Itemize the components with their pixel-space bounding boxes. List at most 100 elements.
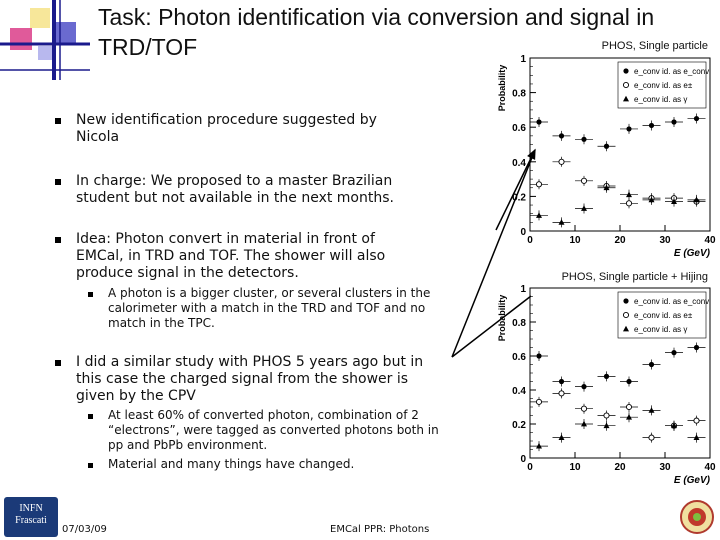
footer-date: 07/03/09	[62, 524, 107, 535]
y-tick-label: 0.4	[512, 158, 526, 169]
data-point	[671, 422, 677, 429]
bullet-marker	[55, 118, 61, 124]
data-point	[558, 158, 565, 165]
data-point	[693, 196, 700, 203]
logo-line2: Frascati	[15, 515, 47, 526]
sub-bullet-marker	[88, 292, 93, 297]
data-point	[536, 119, 542, 125]
data-point	[603, 412, 610, 419]
x-tick-label: 0	[527, 235, 533, 246]
arrow-line	[451, 149, 536, 358]
legend-box	[617, 291, 707, 339]
data-point	[580, 177, 588, 184]
bullet-4: I did a similar study with PHOS 5 years …	[76, 354, 424, 404]
sub-bullet-4-2: Material and many things have changed.	[108, 457, 355, 471]
x-tick-label: 0	[527, 462, 533, 473]
bullet-3: Idea: Photon convert in material in fron…	[76, 231, 386, 281]
data-point	[622, 81, 630, 89]
data-point	[558, 390, 565, 397]
infn-logo: INFN Frascati	[4, 497, 58, 537]
data-point	[671, 198, 677, 204]
data-point	[648, 407, 655, 413]
legend-entry: e_conv id. as e±	[634, 311, 693, 320]
data-point	[623, 298, 629, 304]
data-point	[626, 414, 632, 420]
bullet-marker	[55, 179, 61, 185]
data-point	[693, 434, 700, 440]
x-tick-label: 20	[614, 462, 626, 473]
legend-entry: e_conv id. as e±	[634, 81, 693, 90]
y-tick-label: 1	[520, 284, 526, 295]
data-point	[536, 212, 542, 218]
x-axis-label: E (GeV)	[674, 248, 711, 259]
data-point	[671, 350, 677, 356]
bullet-marker	[55, 360, 61, 366]
chart-1: 00.20.40.60.810 10 20 30 40E (GeV)Probabilit…	[497, 54, 716, 259]
data-point	[648, 122, 655, 129]
chart-1-title: PHOS, Single particle	[601, 40, 708, 52]
y-tick-label: 0	[520, 454, 526, 465]
data-point	[648, 196, 655, 203]
data-point	[623, 325, 629, 332]
legend-entry: e_conv id. as e_conv	[634, 297, 709, 306]
y-tick-label: 0.8	[512, 89, 526, 100]
data-point	[625, 200, 633, 207]
data-point	[535, 398, 543, 405]
data-point	[693, 344, 700, 351]
y-tick-label: 0.2	[512, 192, 526, 203]
sub-bullet-3-1: A photon is a bigger cluster, or several…	[108, 286, 431, 330]
arrow-to-chart-1	[495, 148, 536, 231]
data-point	[603, 184, 610, 191]
corner-logo	[0, 0, 90, 80]
y-tick-label: 0.4	[512, 386, 526, 397]
data-point	[581, 205, 587, 211]
data-point	[648, 361, 655, 368]
data-point	[603, 422, 610, 429]
x-tick-label: 10	[569, 462, 581, 473]
sub-bullet-4-1: At least 60% of converted photon, combin…	[108, 408, 439, 452]
data-point	[558, 219, 565, 225]
slide-title: Task: Photon identification via conversi…	[98, 4, 655, 60]
data-point	[603, 143, 610, 149]
y-tick-label: 0.6	[512, 123, 526, 134]
y-tick-label: 0.2	[512, 420, 526, 431]
x-tick-label: 10	[569, 235, 581, 246]
x-tick-label: 40	[704, 235, 716, 246]
data-point	[603, 373, 610, 379]
data-point	[626, 191, 632, 198]
bullet-marker	[55, 237, 61, 243]
data-point	[536, 353, 542, 359]
logo-line1: INFN	[19, 503, 43, 514]
x-tick-label: 20	[614, 235, 626, 246]
legend-entry: e_conv id. as e_conv	[634, 67, 709, 76]
legend-entry: e_conv id. as γ	[634, 95, 687, 104]
bullet-2: In charge: We proposed to a master Brazi…	[76, 173, 394, 206]
x-axis-label: E (GeV)	[674, 475, 711, 486]
data-point	[581, 136, 587, 142]
sub-bullet-marker	[88, 463, 93, 468]
data-point	[536, 442, 542, 449]
data-point	[535, 181, 543, 188]
data-point	[671, 119, 677, 125]
data-point	[626, 126, 632, 132]
x-tick-label: 40	[704, 462, 716, 473]
data-point	[626, 378, 632, 385]
data-point	[580, 405, 588, 412]
bullet-1: New identification procedure suggested b…	[76, 112, 377, 145]
y-tick-label: 0	[520, 227, 526, 238]
sub-bullet-marker	[88, 414, 93, 419]
legend-box	[617, 61, 707, 109]
chart-2-title: PHOS, Single particle + Hijing	[561, 271, 708, 283]
y-axis-label: Probability	[497, 65, 507, 112]
y-tick-label: 0.8	[512, 318, 526, 329]
data-point	[581, 384, 587, 390]
data-point	[623, 68, 629, 74]
data-point	[558, 434, 565, 440]
y-tick-label: 1	[520, 54, 526, 65]
data-point	[558, 133, 565, 139]
legend-entry: e_conv id. as γ	[634, 325, 687, 334]
data-point	[648, 434, 655, 441]
corner-squares-graphic	[0, 0, 90, 80]
data-point	[581, 420, 587, 427]
